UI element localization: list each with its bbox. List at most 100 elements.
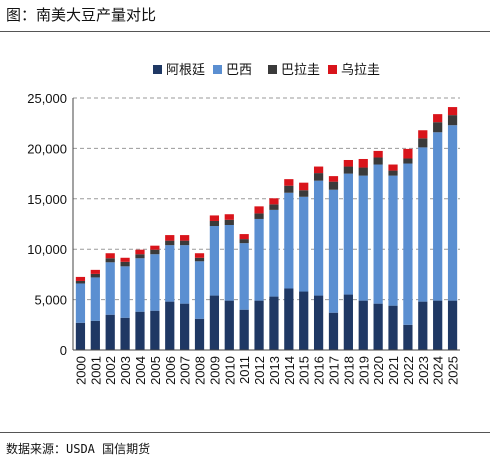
bar-segment-2-2004 (135, 254, 145, 259)
gridlines (73, 97, 460, 301)
bar-segment-1-2010 (224, 225, 234, 301)
bar-segment-0-2018 (343, 294, 353, 350)
x-tick-label: 2021 (386, 356, 401, 385)
x-tick-label: 2008 (193, 356, 208, 385)
bar-segment-1-2008 (194, 261, 205, 319)
y-tick-label: 5,000 (34, 293, 67, 308)
bar-segment-1-2009 (209, 226, 220, 296)
bar-segment-1-2007 (180, 245, 190, 304)
bar-segment-2-2017 (328, 181, 339, 190)
bar-segment-3-2009 (209, 215, 220, 221)
bar-segment-2-2020 (373, 157, 383, 165)
bar-segment-1-2005 (150, 254, 160, 311)
bar-segment-2-2023 (418, 138, 428, 148)
x-tick-label: 2019 (356, 356, 371, 385)
bar-segment-1-2006 (165, 245, 175, 302)
y-tick-label: 25,000 (27, 91, 67, 106)
x-tick-label: 2023 (416, 356, 431, 385)
x-tick-label: 2004 (133, 356, 148, 385)
bar-segment-2-2000 (75, 280, 86, 284)
bar-segment-0-2019 (358, 300, 368, 350)
x-tick-label: 2022 (401, 356, 416, 385)
bar-segment-3-2007 (180, 235, 190, 241)
x-tick-label: 2003 (118, 356, 133, 385)
y-axis: 0 5,000 10,000 15,000 20,000 25,000 (27, 91, 460, 358)
bar-segment-2-2013 (269, 204, 279, 210)
x-tick-label: 2017 (326, 356, 341, 385)
bar-segment-3-2013 (269, 198, 279, 205)
bar-segment-3-2014 (284, 179, 294, 186)
bar-segment-0-2016 (313, 295, 324, 350)
bar-segment-0-2007 (180, 303, 190, 350)
bar-segment-3-2006 (165, 235, 175, 241)
bar-segment-1-2021 (388, 175, 398, 306)
bar-segment-0-2017 (328, 312, 339, 350)
bar-segment-2-2022 (403, 158, 413, 164)
legend-label-3: 乌拉圭 (341, 62, 380, 78)
bar-segment-0-2011 (239, 309, 249, 350)
legend-label-0: 阿根廷 (166, 63, 205, 78)
x-tick-label: 2015 (297, 356, 312, 385)
bar-segment-1-2023 (418, 147, 428, 302)
bar-segment-0-2010 (224, 300, 234, 350)
x-tick-label: 2018 (341, 356, 356, 385)
bar-segment-3-2020 (373, 150, 383, 158)
bar-segment-0-2013 (269, 296, 279, 350)
bar-segment-0-2004 (135, 311, 145, 350)
bar-segment-2-2003 (120, 261, 130, 267)
bar-segment-1-2000 (75, 283, 86, 323)
bar-segment-2-2025 (447, 115, 458, 126)
legend-swatch-3 (328, 65, 337, 74)
x-axis: 2000 2001 2002 2003 2004 2005 2006 2007 2008 2009… (73, 356, 460, 385)
x-tick-label: 2024 (431, 356, 446, 385)
y-tick-label: 20,000 (27, 141, 67, 156)
bar-segment-0-2014 (284, 288, 294, 350)
legend-label-1: 巴西 (226, 63, 252, 78)
stacked-bar-chart: 阿根廷 巴西 巴拉圭 乌拉圭 0 5,000 10,000 15,000 20,000 25,0… (27, 62, 460, 385)
bar-segment-2-2015 (299, 190, 309, 197)
x-tick-label: 2010 (222, 356, 237, 385)
x-tick-label: 2025 (446, 356, 461, 385)
figure-title: 图：南美大豆产量对比 (6, 6, 157, 24)
x-tick-label: 2006 (163, 356, 178, 385)
bar-segment-3-2001 (90, 269, 100, 274)
x-tick-label: 2020 (371, 356, 386, 385)
legend-label-2: 巴拉圭 (281, 63, 320, 78)
bar-segment-3-2005 (150, 245, 160, 250)
bar-segment-2-2011 (239, 239, 249, 244)
bar-segment-3-2004 (135, 249, 145, 255)
bar-segment-3-2000 (75, 276, 86, 281)
bar-segment-0-2002 (105, 314, 115, 350)
x-tick-label: 2016 (312, 356, 327, 385)
bar-segment-3-2015 (299, 182, 309, 191)
bar-segment-1-2020 (373, 164, 383, 304)
bar-segment-3-2019 (358, 158, 368, 168)
bar-segment-2-2014 (284, 185, 294, 193)
bars (75, 107, 458, 350)
x-tick-label: 2011 (237, 356, 252, 384)
bar-segment-1-2013 (269, 209, 279, 297)
x-tick-label: 2014 (282, 356, 297, 385)
bar-segment-0-2006 (165, 301, 175, 350)
legend-swatch-2 (268, 65, 277, 74)
bar-segment-3-2022 (403, 148, 413, 159)
bar-segment-3-2017 (328, 176, 339, 182)
bar-segment-1-2019 (358, 175, 368, 301)
bar-segment-3-2012 (254, 206, 264, 214)
bar-segment-3-2024 (433, 114, 443, 123)
bar-segment-2-2009 (209, 220, 220, 227)
top-rule (0, 31, 490, 32)
bar-segment-1-2024 (433, 132, 443, 301)
bar-segment-3-2023 (418, 130, 428, 139)
bar-segment-0-2015 (299, 291, 309, 350)
bar-segment-3-2011 (239, 234, 249, 240)
bar-segment-0-2025 (447, 300, 458, 350)
bar-segment-2-2010 (224, 219, 234, 226)
bar-segment-0-2009 (209, 295, 220, 350)
bar-segment-3-2002 (105, 253, 115, 259)
bar-segment-1-2011 (239, 243, 249, 310)
bar-segment-1-2003 (120, 266, 130, 318)
bar-segment-2-2019 (358, 167, 368, 176)
bar-segment-2-2002 (105, 258, 115, 263)
x-tick-label: 2009 (207, 356, 222, 385)
